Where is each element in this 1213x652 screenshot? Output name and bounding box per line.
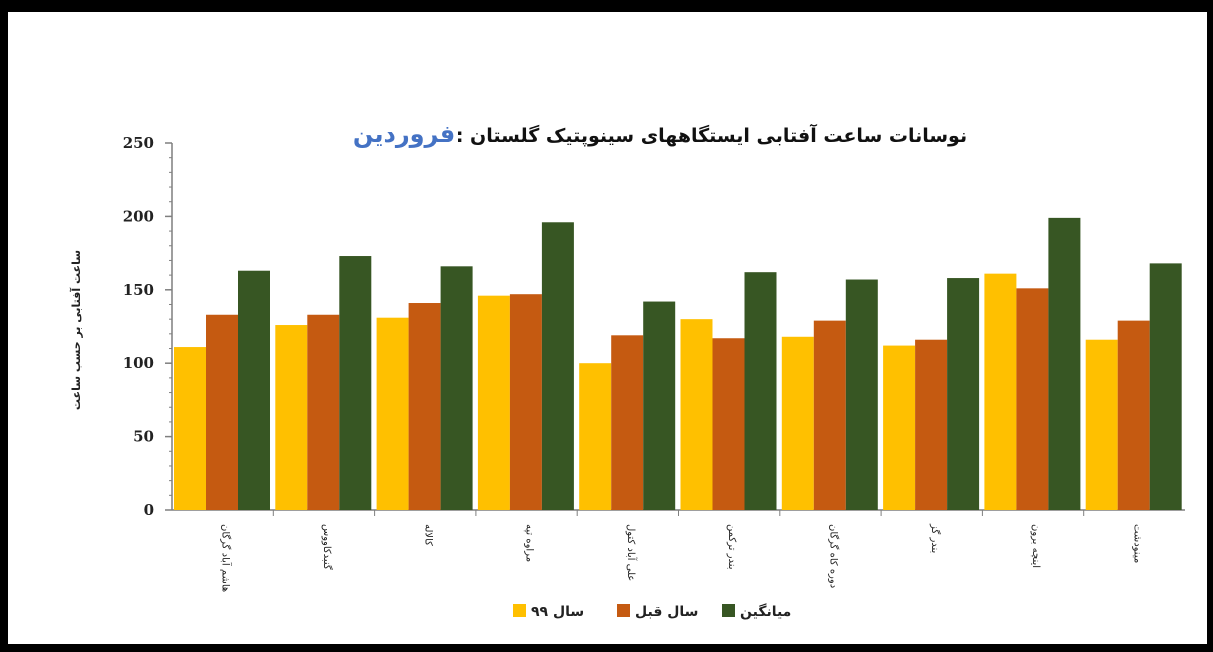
bar-1-6 [680, 319, 713, 510]
bar-3-8 [947, 278, 980, 510]
bar-1-10 [1085, 339, 1118, 510]
x-tick-label: مینودشت [1131, 524, 1142, 563]
bar-1-9 [984, 273, 1017, 510]
bar-1-4 [477, 295, 510, 510]
bar-2-6 [712, 338, 745, 510]
bar-2-9 [1016, 288, 1049, 510]
x-tick-label: بندر ترکمن [726, 524, 737, 570]
x-tick-label: اینچه برون [1030, 524, 1041, 568]
bar-2-8 [915, 339, 948, 510]
bar-1-3 [376, 317, 409, 510]
bar-3-1 [238, 270, 270, 510]
legend-label-3: میانگین [740, 603, 791, 620]
bar-2-2 [307, 314, 340, 510]
bar-2-10 [1117, 320, 1150, 510]
bar-3-4 [541, 222, 574, 510]
y-tick-label: 50 [133, 428, 154, 446]
bar-3-5 [643, 301, 676, 510]
bars [174, 217, 1182, 511]
bar-3-2 [339, 256, 372, 510]
bar-1-8 [883, 345, 916, 510]
legend: سال ۹۹ سال قبل میانگین [513, 603, 791, 620]
bar-1-2 [275, 325, 308, 510]
bar-2-5 [611, 335, 644, 510]
chart-title-text: نوسانات ساعت آفتابی ایستگاههای سینوپتیک … [456, 123, 967, 147]
x-tick-label: بندر گز [929, 523, 941, 553]
bar-1-7 [781, 336, 814, 510]
legend-label-1: سال ۹۹ [531, 604, 584, 620]
y-tick-label: 0 [144, 501, 154, 519]
legend-swatch-2 [617, 604, 630, 617]
y-axis-label: ساعت آفتابی بر حسب ساعت [69, 250, 83, 410]
y-tick-label: 200 [123, 207, 154, 225]
legend-swatch-1 [513, 604, 526, 617]
x-tick-label: هاشم آباد گرگان [220, 524, 233, 592]
bar-3-3 [440, 266, 473, 510]
bar-2-3 [408, 303, 441, 510]
bar-2-1 [206, 314, 238, 510]
y-tick-label: 250 [123, 134, 154, 152]
x-tick-label: علی آباد کتول [625, 524, 638, 581]
x-tick-label: گنبدکاووس [321, 524, 333, 570]
bar-3-10 [1149, 263, 1182, 510]
bar-3-7 [845, 279, 878, 510]
legend-label-2: سال قبل [635, 604, 698, 620]
bar-1-5 [579, 363, 612, 510]
bar-3-6 [744, 272, 777, 510]
y-tick-label: 100 [123, 354, 154, 372]
x-tick-label: دوره کاه گرگان [827, 524, 839, 588]
bar-2-7 [813, 320, 846, 510]
x-tick-label: مراوه تپه [524, 524, 535, 562]
bar-3-9 [1048, 217, 1081, 511]
chart-title: نوسانات ساعت آفتابی ایستگاههای سینوپتیک … [353, 120, 967, 148]
x-tick-labels: هاشم آباد گرگان گنبدکاووس کالاله مراوه تپه ع… [220, 523, 1143, 592]
chart-title-highlight: فروردین [353, 120, 455, 148]
axes: 0 50 100 150 200 250 [123, 134, 1185, 519]
legend-swatch-3 [722, 604, 735, 617]
x-tick-label: کالاله [422, 524, 433, 546]
y-tick-label: 150 [123, 281, 154, 299]
bar-2-4 [509, 294, 542, 510]
bar-1-1 [174, 347, 206, 510]
